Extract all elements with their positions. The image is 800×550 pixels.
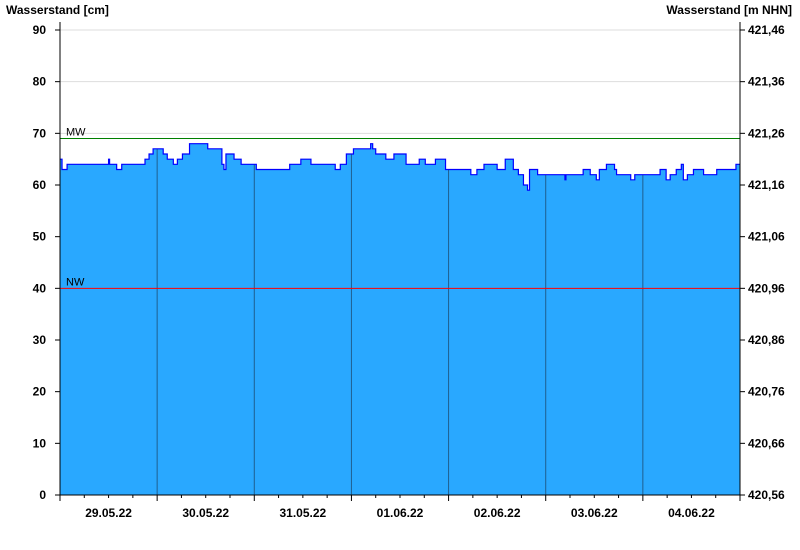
y-tick-label-right: 420,76 [748,385,785,399]
y-tick-label-left: 40 [33,281,47,295]
water-level-area [60,143,740,495]
reference-label-mw: MW [66,127,86,139]
y-tick-label-left: 30 [33,333,47,347]
y-tick-label-right: 421,36 [748,75,785,89]
x-tick-label: 03.06.22 [571,506,618,520]
y-tick-label-left: 50 [33,230,47,244]
y-tick-label-left: 90 [33,23,47,37]
y-tick-label-right: 421,46 [748,23,785,37]
x-tick-label: 30.05.22 [182,506,229,520]
y-tick-label-right: 420,96 [748,281,785,295]
y-tick-label-right: 421,06 [748,230,785,244]
y-axis-label-left: Wasserstand [cm] [6,3,109,17]
y-tick-label-right: 420,86 [748,333,785,347]
y-tick-label-right: 420,56 [748,488,785,502]
y-axis-label-right: Wasserstand [m NHN] [666,3,792,17]
water-level-line [60,143,740,191]
y-tick-label-left: 10 [33,436,47,450]
x-tick-label: 31.05.22 [279,506,326,520]
x-tick-label: 02.06.22 [474,506,521,520]
reference-label-nw: NW [66,276,85,288]
y-tick-label-left: 60 [33,178,47,192]
y-tick-label-right: 421,26 [748,126,785,140]
y-tick-label-left: 80 [33,75,47,89]
x-tick-label: 29.05.22 [85,506,132,520]
y-tick-label-right: 420,66 [748,436,785,450]
y-tick-label-right: 421,16 [748,178,785,192]
x-tick-label: 04.06.22 [668,506,715,520]
y-tick-label-left: 0 [39,488,46,502]
x-tick-label: 01.06.22 [377,506,424,520]
y-tick-label-left: 70 [33,126,47,140]
y-tick-label-left: 20 [33,385,47,399]
